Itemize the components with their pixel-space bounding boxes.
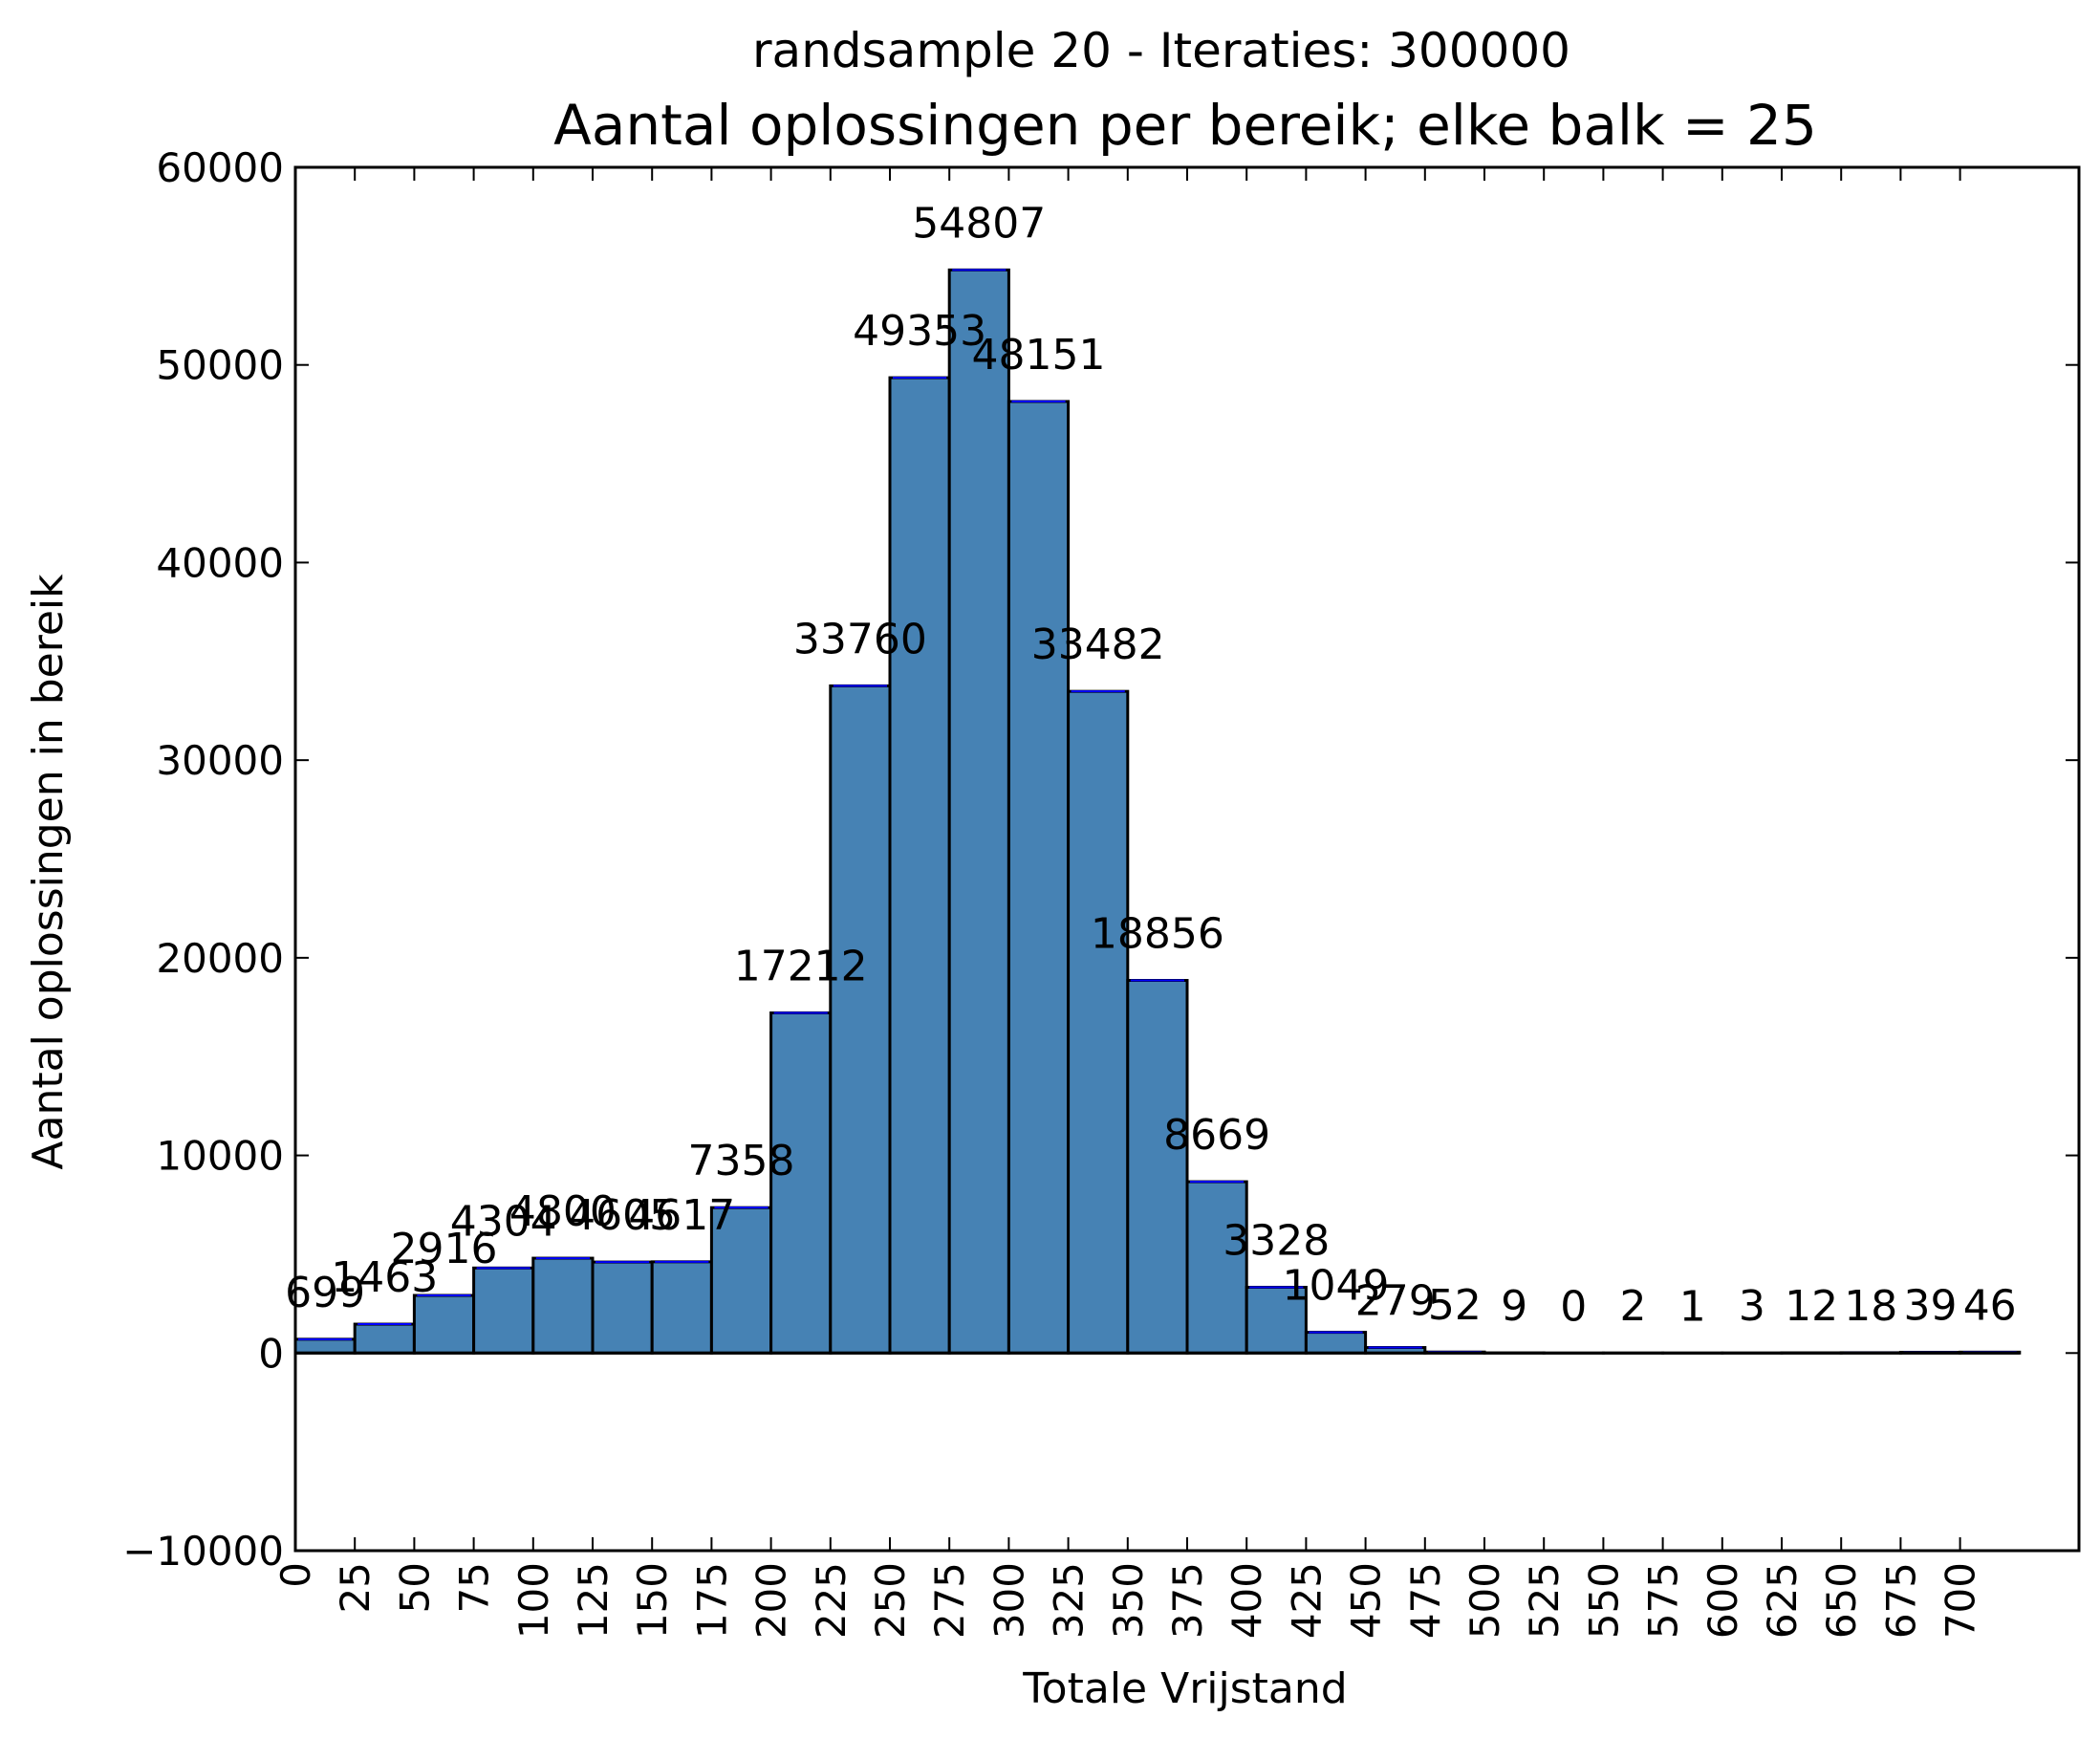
chart-suptitle: randsample 20 - Iteraties: 300000 [752,23,1570,78]
bar-value-label: 8669 [1163,1111,1270,1160]
bar [829,684,892,1355]
x-tick-label: 225 [808,1562,855,1639]
bar-value-label: 7358 [688,1137,795,1185]
x-tick-label: 650 [1818,1562,1865,1639]
bar [709,1206,773,1355]
x-tick-label: 400 [1223,1562,1270,1639]
x-tick-label: 200 [748,1562,795,1639]
chart-title: Aantal oplossingen per bereik; elke balk… [553,93,1817,158]
x-tick-label: 175 [688,1562,735,1639]
bar [1126,979,1189,1355]
x-tick-label: 75 [451,1562,498,1613]
bar [1067,689,1130,1355]
x-tick-label: 350 [1105,1562,1152,1639]
bar-labels-group: 6991463291643044800460546177358172123376… [285,199,2017,1331]
bar-value-label: 1 [1679,1282,1706,1331]
bar [888,376,951,1355]
bar-value-label: 17212 [734,942,868,990]
bar-value-label: 1463 [331,1253,438,1302]
x-tick-label: 475 [1402,1562,1449,1639]
bar-value-label: 699 [285,1269,365,1317]
x-tick-label: 325 [1046,1562,1093,1639]
y-axis-label: Aantal oplossingen in bereik [24,574,73,1170]
bar-value-label: 279 [1355,1277,1436,1326]
x-tick-label: 0 [272,1562,319,1588]
bar-value-label: 2 [1620,1282,1647,1331]
bar-value-label: 1049 [1283,1262,1390,1311]
x-tick-label: 600 [1699,1562,1746,1639]
x-axis-label: Totale Vrijstand [1022,1664,1347,1713]
bar-value-label: 4304 [450,1197,557,1246]
x-tick-label: 25 [332,1562,379,1613]
bar-value-label: 54807 [912,199,1046,248]
bar [531,1256,595,1355]
x-tick-label: 500 [1461,1562,1508,1639]
bar-value-label: 33760 [793,615,927,663]
bar-value-label: 3328 [1223,1216,1330,1265]
bar [353,1322,416,1355]
y-tick-label: 20000 [156,935,284,982]
y-axis: −10000 0 10000 20000 30000 40000 50000 60000 [122,144,2079,1575]
bar [412,1293,476,1355]
x-tick-label: 675 [1877,1562,1924,1639]
y-tick-label: 10000 [156,1133,284,1180]
x-tick-label: 700 [1938,1562,1984,1639]
y-tick-label: 60000 [156,144,284,191]
bar [1185,1180,1248,1355]
bar-value-label: 48151 [972,331,1106,380]
bar-value-label: 4800 [509,1187,617,1236]
x-tick-label: 150 [629,1562,676,1639]
x-tick-label: 125 [570,1562,617,1639]
bar-value-label: 12 [1785,1282,1838,1331]
bar-value-label: 46 [1963,1281,2017,1330]
y-tick-label: 0 [258,1330,284,1377]
bar-value-label: 0 [1560,1282,1587,1331]
x-tick-label: 525 [1521,1562,1568,1639]
bar-value-label: 3 [1739,1282,1765,1331]
x-tick-label: 300 [985,1562,1032,1639]
bar [947,268,1010,1355]
bar-value-label: 4605 [569,1191,676,1240]
bars-group [293,268,2022,1355]
x-tick-label: 50 [391,1562,438,1613]
x-tick-label: 425 [1283,1562,1330,1639]
y-tick-label: 50000 [156,342,284,389]
y-tick-label: 40000 [156,539,284,586]
bar-value-label: 2916 [391,1225,498,1273]
bar [1304,1331,1368,1355]
x-tick-label: 375 [1164,1562,1211,1639]
bar [650,1260,713,1355]
x-tick-label: 100 [510,1562,557,1639]
bar-value-label: 52 [1428,1281,1482,1330]
bar-value-label: 39 [1904,1281,1958,1330]
x-tick-label: 275 [926,1562,973,1639]
x-tick-label: 250 [867,1562,914,1639]
x-tick-label: 450 [1343,1562,1390,1639]
y-tick-label: 30000 [156,737,284,784]
x-tick-label: 575 [1640,1562,1687,1639]
bar-value-label: 18856 [1091,910,1224,959]
bar-value-label: 9 [1501,1282,1527,1331]
bar-value-label: 18 [1844,1282,1897,1331]
bar [1007,400,1071,1355]
bar [591,1260,654,1355]
x-tick-label: 625 [1759,1562,1806,1639]
x-tick-label: 550 [1580,1562,1627,1639]
bar-value-label: 4617 [628,1191,735,1240]
x-axis: 0 25 50 75 100 125 150 175 200 225 250 275 300 325 350… [272,167,1984,1639]
bar-value-label: 49353 [853,307,986,356]
bar [293,1337,357,1355]
y-tick-label: −10000 [122,1528,284,1575]
bar [472,1266,535,1355]
bar-value-label: 33482 [1031,620,1165,669]
